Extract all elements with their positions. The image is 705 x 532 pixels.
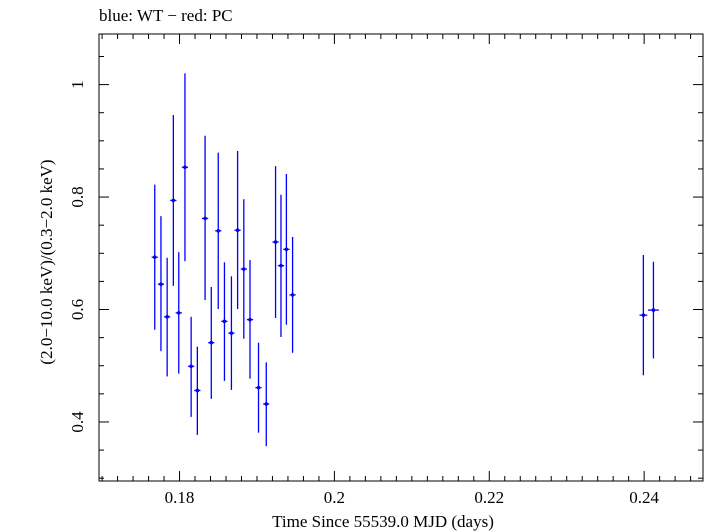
- data-point-wt: [279, 263, 283, 268]
- data-points: [151, 73, 659, 447]
- x-tick-label: 0.2: [324, 488, 345, 507]
- data-point-wt: [216, 228, 221, 233]
- data-point-wt: [165, 315, 169, 319]
- data-point-wt: [152, 255, 157, 260]
- data-point-wt: [256, 385, 261, 390]
- data-point-wt: [284, 247, 289, 252]
- axis-ticks: [99, 34, 703, 481]
- data-point-wt: [209, 340, 214, 345]
- y-tick-label: 0.6: [68, 299, 87, 320]
- data-point-wt: [290, 293, 295, 297]
- data-point-wt: [235, 228, 240, 233]
- y-tick-label: 0.4: [68, 411, 87, 433]
- data-point-wt: [229, 331, 234, 335]
- data-point-wt: [641, 313, 646, 317]
- data-point-wt: [195, 388, 200, 393]
- data-point-wt: [248, 317, 252, 322]
- data-point-wt: [203, 216, 207, 221]
- data-point-wt: [651, 308, 656, 312]
- y-tick-label: 1: [68, 80, 87, 89]
- data-point-wt: [273, 240, 278, 244]
- x-tick-label: 0.18: [165, 488, 195, 507]
- x-axis-label: Time Since 55539.0 MJD (days): [272, 512, 494, 531]
- y-tick-label: 0.8: [68, 186, 87, 207]
- y-axis-label: (2.0−10.0 keV)/(0.3−2.0 keV): [37, 159, 56, 364]
- data-point-wt: [176, 311, 181, 315]
- data-point-wt: [264, 402, 269, 406]
- data-point-wt: [183, 165, 187, 170]
- axis-tick-labels: 0.18 0.2 0.22 0.24 0.4 0.6 0.8 1: [68, 80, 660, 507]
- x-tick-label: 0.22: [474, 488, 504, 507]
- data-point-wt: [242, 267, 246, 271]
- x-tick-label: 0.24: [629, 488, 659, 507]
- plot-frame: [98, 33, 704, 482]
- data-point-wt: [222, 319, 227, 324]
- data-point-wt: [159, 282, 163, 287]
- data-point-wt: [171, 198, 176, 203]
- chart-title: blue: WT − red: PC: [99, 6, 233, 25]
- data-point-wt: [189, 364, 193, 369]
